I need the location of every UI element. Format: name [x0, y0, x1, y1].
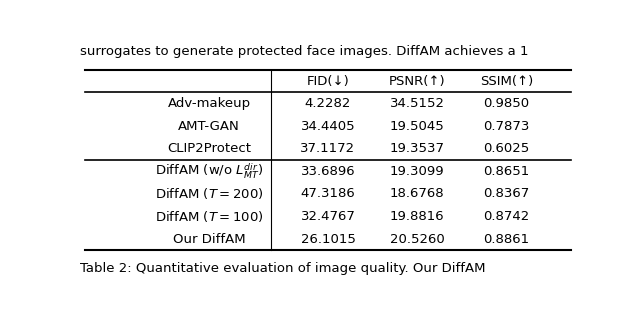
Text: CLIP2Protect: CLIP2Protect	[167, 142, 251, 155]
Text: 19.5045: 19.5045	[390, 120, 445, 133]
Text: 0.7873: 0.7873	[483, 120, 530, 133]
Text: Our DiffAM: Our DiffAM	[173, 233, 245, 246]
Text: 32.4767: 32.4767	[301, 210, 355, 223]
Text: 0.9850: 0.9850	[483, 97, 530, 110]
Text: Adv-makeup: Adv-makeup	[168, 97, 250, 110]
Text: FID(↓): FID(↓)	[307, 74, 349, 87]
Text: DiffAM (w/o $L_{MT}^{dir}$): DiffAM (w/o $L_{MT}^{dir}$)	[155, 162, 263, 181]
Text: 20.5260: 20.5260	[390, 233, 445, 246]
Text: 47.3186: 47.3186	[301, 187, 355, 200]
Text: 19.3099: 19.3099	[390, 165, 445, 178]
Text: 0.8742: 0.8742	[483, 210, 530, 223]
Text: PSNR(↑): PSNR(↑)	[389, 74, 445, 87]
Text: 19.3537: 19.3537	[390, 142, 445, 155]
Text: 37.1172: 37.1172	[300, 142, 356, 155]
Text: 19.8816: 19.8816	[390, 210, 445, 223]
Text: 4.2282: 4.2282	[305, 97, 351, 110]
Text: AMT-GAN: AMT-GAN	[178, 120, 240, 133]
Text: 34.5152: 34.5152	[390, 97, 445, 110]
Text: 0.8367: 0.8367	[483, 187, 530, 200]
Text: DiffAM ($T = 100$): DiffAM ($T = 100$)	[155, 209, 263, 224]
Text: 33.6896: 33.6896	[301, 165, 355, 178]
Text: surrogates to generate protected face images. DiffAM achieves a 1: surrogates to generate protected face im…	[80, 45, 529, 58]
Text: Table 2: Quantitative evaluation of image quality. Our DiffAM: Table 2: Quantitative evaluation of imag…	[80, 262, 486, 275]
Text: 34.4405: 34.4405	[301, 120, 355, 133]
Text: 0.6025: 0.6025	[483, 142, 530, 155]
Text: 18.6768: 18.6768	[390, 187, 445, 200]
Text: 26.1015: 26.1015	[301, 233, 355, 246]
Text: 0.8861: 0.8861	[483, 233, 530, 246]
Text: 0.8651: 0.8651	[483, 165, 530, 178]
Text: DiffAM ($T = 200$): DiffAM ($T = 200$)	[155, 186, 263, 201]
Text: SSIM(↑): SSIM(↑)	[480, 74, 533, 87]
